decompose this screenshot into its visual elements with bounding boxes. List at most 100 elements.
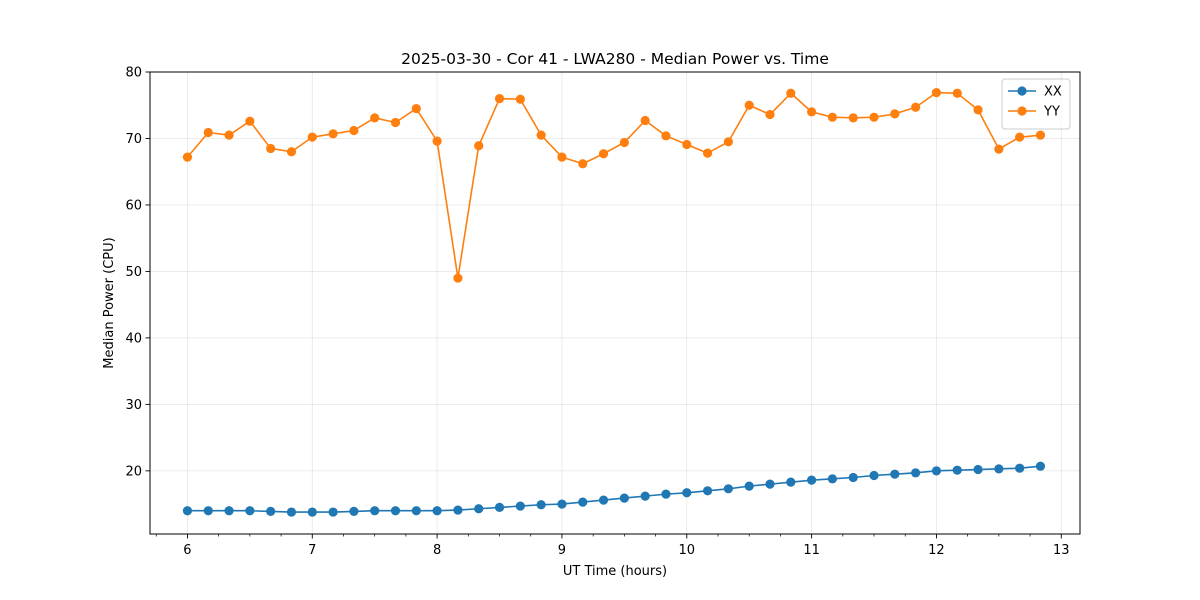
data-point-yy	[286, 147, 297, 157]
data-point-xx	[661, 489, 671, 499]
data-point-yy	[453, 273, 463, 283]
data-point-yy	[661, 131, 671, 141]
data-point-xx	[557, 499, 567, 509]
data-point-xx	[453, 505, 463, 515]
data-point-xx	[807, 475, 817, 485]
data-point-yy	[702, 148, 713, 158]
data-point-yy	[245, 116, 255, 126]
data-point-xx	[432, 506, 442, 516]
y-tick-label: 50	[125, 265, 142, 280]
legend-label: XX	[1044, 85, 1062, 100]
data-point-xx	[266, 506, 276, 516]
data-point-yy	[952, 88, 962, 98]
data-point-yy	[370, 113, 380, 123]
data-point-xx	[890, 469, 900, 479]
data-point-xx	[598, 495, 609, 505]
x-tick-label: 11	[803, 543, 820, 558]
data-point-yy	[557, 152, 567, 162]
y-axis-label: Median Power (CPU)	[102, 237, 117, 368]
data-point-xx	[286, 507, 297, 517]
y-tick-label: 60	[125, 198, 142, 213]
data-point-yy	[931, 88, 942, 98]
data-point-xx	[245, 506, 255, 516]
x-tick-label: 12	[928, 543, 945, 558]
data-point-yy	[598, 149, 609, 159]
data-point-yy	[474, 141, 484, 151]
data-point-yy	[578, 159, 588, 169]
data-point-xx	[536, 500, 546, 510]
data-point-yy	[266, 143, 276, 154]
series-xx	[182, 461, 1046, 517]
series	[182, 88, 1046, 517]
plot-frame	[149, 71, 1081, 535]
data-point-yy	[182, 152, 193, 162]
chart-title: 2025-03-30 - Cor 41 - LWA280 - Median Po…	[401, 50, 829, 68]
x-tick-label: 7	[308, 543, 316, 558]
data-point-yy	[827, 112, 838, 122]
data-point-xx	[224, 506, 234, 516]
x-axis-label: UT Time (hours)	[563, 564, 667, 579]
data-point-yy	[911, 102, 921, 112]
data-point-xx	[1015, 463, 1025, 473]
y-tick-label: 40	[125, 331, 142, 346]
y-tick-label: 70	[125, 132, 142, 147]
data-point-yy	[682, 139, 692, 150]
data-point-xx	[827, 474, 838, 484]
data-point-xx	[744, 481, 754, 491]
data-point-yy	[307, 132, 317, 142]
data-point-xx	[911, 468, 921, 478]
x-tick-label: 6	[183, 543, 191, 558]
y-tick-label: 80	[125, 66, 142, 81]
data-point-xx	[411, 506, 421, 516]
data-point-yy	[349, 125, 359, 136]
data-point-xx	[702, 486, 713, 496]
data-point-yy	[494, 93, 505, 104]
data-point-xx	[640, 491, 650, 501]
data-point-xx	[1035, 461, 1046, 471]
y-tick-label: 30	[125, 398, 142, 413]
data-point-xx	[723, 484, 733, 494]
legend-item-yy: YY	[1008, 105, 1060, 120]
data-point-xx	[869, 470, 879, 481]
data-point-yy	[203, 127, 213, 138]
data-point-yy	[390, 117, 401, 128]
data-point-xx	[765, 479, 775, 489]
data-point-yy	[515, 94, 525, 104]
data-point-xx	[182, 506, 193, 516]
data-point-xx	[474, 504, 484, 514]
legend-marker	[1017, 86, 1027, 96]
legend-label: YY	[1043, 105, 1060, 120]
x-tick-label: 9	[558, 543, 566, 558]
data-point-yy	[744, 100, 754, 110]
axis-ticks: 6 7 8 9 10 11 12 13 20 30 40 50 60 70 80	[125, 66, 1069, 559]
data-point-xx	[390, 506, 401, 516]
data-point-yy	[224, 130, 234, 140]
data-point-yy	[328, 129, 338, 139]
data-point-xx	[786, 477, 796, 487]
data-point-yy	[869, 112, 879, 122]
data-point-yy	[640, 115, 650, 126]
data-point-xx	[682, 488, 692, 498]
data-point-xx	[370, 506, 380, 516]
data-point-xx	[307, 507, 317, 517]
data-point-xx	[515, 501, 525, 511]
data-point-yy	[536, 130, 546, 140]
data-point-yy	[1015, 132, 1025, 142]
data-point-yy	[765, 109, 775, 120]
x-tick-label: 8	[433, 543, 441, 558]
data-point-xx	[328, 507, 338, 517]
data-point-yy	[723, 137, 733, 147]
data-point-xx	[952, 465, 962, 475]
data-point-xx	[994, 464, 1004, 474]
data-point-yy	[890, 109, 900, 119]
legend-marker	[1017, 106, 1027, 116]
data-point-yy	[1035, 130, 1046, 140]
data-point-xx	[494, 502, 505, 513]
data-point-yy	[848, 113, 858, 123]
data-point-xx	[973, 464, 983, 475]
data-point-yy	[411, 103, 421, 114]
data-point-xx	[931, 466, 942, 476]
data-point-yy	[432, 136, 442, 146]
x-tick-label: 10	[679, 543, 696, 558]
